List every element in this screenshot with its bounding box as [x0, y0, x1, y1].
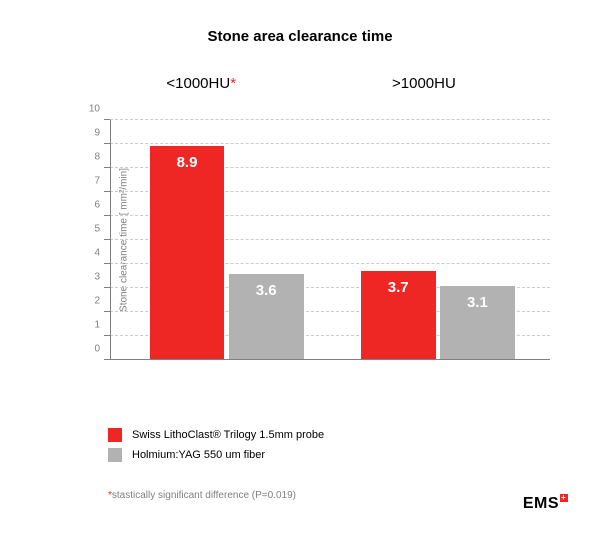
y-tick-label: 1: [94, 320, 100, 331]
legend-swatch-0: [108, 428, 122, 442]
bar-value-label: 3.6: [229, 282, 304, 299]
group-labels: <1000HU* >1000HU: [80, 75, 560, 115]
legend: Swiss LithoClast® Trilogy 1.5mm probe Ho…: [108, 428, 324, 468]
y-tick-label: 3: [94, 272, 100, 283]
group-label-1: >1000HU: [392, 75, 456, 92]
legend-label-0: Swiss LithoClast® Trilogy 1.5mm probe: [132, 429, 324, 441]
y-tick-label: 0: [94, 344, 100, 355]
legend-label-1: Holmium:YAG 550 um fiber: [132, 449, 265, 461]
y-tick-label: 2: [94, 296, 100, 307]
brand-logo-text: EMS: [523, 495, 559, 512]
swiss-flag-icon: [560, 494, 568, 502]
bar-value-label: 3.7: [361, 279, 436, 296]
y-tick-label: 4: [94, 248, 100, 259]
y-tick-label: 10: [89, 104, 100, 115]
chart: <1000HU* >1000HU Stone clearance time [ …: [80, 75, 560, 395]
footnote: *stastically significant difference (P=0…: [108, 490, 296, 501]
group-label-1-text: >1000HU: [392, 75, 456, 92]
chart-title: Stone area clearance time: [0, 0, 600, 45]
significance-star-icon: *: [230, 75, 236, 92]
legend-swatch-1: [108, 448, 122, 462]
y-tick-label: 5: [94, 224, 100, 235]
bar: 3.1: [440, 286, 515, 360]
bar-value-label: 8.9: [150, 154, 225, 171]
y-tick-label: 8: [94, 152, 100, 163]
bar: 3.6: [229, 274, 304, 360]
y-axis-line: [110, 120, 111, 360]
y-tick-label: 6: [94, 200, 100, 211]
bars-container: 8.9 3.6 3.73.1: [110, 120, 550, 360]
footnote-text: stastically significant difference (P=0.…: [112, 490, 296, 501]
legend-item-1: Holmium:YAG 550 um fiber: [108, 448, 324, 462]
brand-logo: EMS: [523, 495, 568, 513]
group-label-0: <1000HU*: [166, 75, 236, 92]
y-tick-label: 7: [94, 176, 100, 187]
y-tick-label: 9: [94, 128, 100, 139]
bar: 3.7: [361, 271, 436, 360]
legend-item-0: Swiss LithoClast® Trilogy 1.5mm probe: [108, 428, 324, 442]
plot-area: Stone clearance time [ mm²/min] 01234567…: [110, 120, 550, 360]
bar: 8.9: [150, 146, 225, 360]
bar-value-label: 3.1: [440, 294, 515, 311]
group-label-0-text: <1000HU: [166, 75, 230, 92]
x-axis-line: [110, 359, 550, 360]
